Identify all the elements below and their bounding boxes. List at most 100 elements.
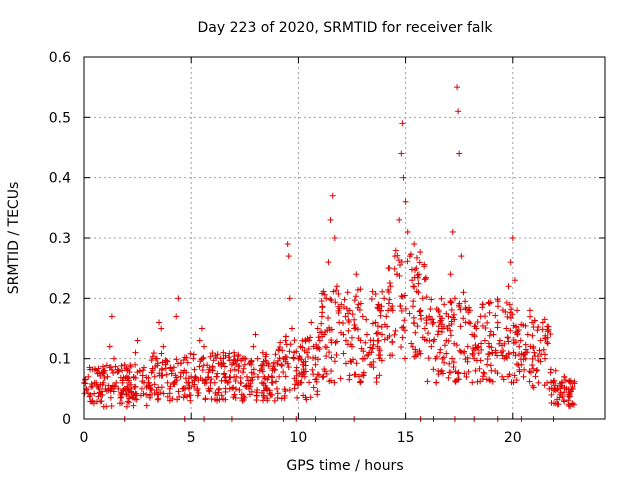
data-point: [163, 371, 170, 378]
data-point: [504, 334, 511, 341]
data-point: [419, 334, 426, 341]
data-point: [115, 385, 122, 392]
data-point: [534, 366, 541, 373]
data-point: [507, 259, 514, 266]
data-point: [509, 235, 516, 241]
x-tick-label: 15: [397, 430, 415, 446]
data-point: [291, 337, 298, 344]
data-point: [178, 360, 185, 367]
data-point: [438, 295, 445, 302]
data-point: [444, 325, 451, 332]
data-point: [504, 313, 511, 320]
data-point: [167, 364, 174, 371]
data-point: [430, 366, 437, 373]
data-point: [469, 379, 476, 386]
data-point: [498, 349, 505, 356]
data-point: [326, 327, 333, 334]
data-point: [158, 325, 165, 332]
data-point: [484, 361, 491, 368]
data-point: [333, 351, 340, 358]
data-point: [451, 295, 458, 302]
data-point: [454, 370, 461, 377]
data-point: [520, 373, 527, 380]
data-point: [462, 298, 469, 305]
data-point: [139, 372, 146, 379]
data-point: [328, 297, 335, 304]
data-point: [236, 386, 243, 393]
data-point: [373, 379, 380, 386]
data-point: [113, 379, 120, 386]
data-point: [280, 355, 287, 362]
data-point: [132, 349, 139, 356]
data-point: [303, 349, 310, 356]
data-point: [522, 322, 529, 329]
data-point: [134, 337, 141, 344]
data-point: [427, 306, 434, 313]
data-point: [204, 374, 211, 381]
data-point: [559, 379, 566, 386]
data-point: [455, 376, 462, 383]
data-point: [310, 384, 317, 391]
data-point: [259, 349, 266, 356]
data-point: [177, 373, 184, 380]
data-point: [394, 271, 401, 278]
data-point: [175, 295, 182, 302]
data-point: [123, 403, 130, 410]
data-point: [302, 362, 309, 369]
data-point: [404, 258, 411, 265]
data-point: [409, 343, 416, 350]
data-point: [563, 385, 570, 392]
data-point: [240, 365, 247, 372]
data-point: [149, 367, 156, 374]
data-point: [464, 343, 471, 350]
data-point: [532, 373, 539, 380]
data-point: [251, 370, 258, 377]
data-point: [136, 367, 143, 374]
data-point: [271, 367, 278, 374]
data-point: [323, 353, 330, 360]
data-point: [266, 387, 273, 394]
y-tick-label: 0: [62, 412, 71, 428]
data-point: [449, 355, 456, 362]
data-point: [571, 401, 578, 408]
data-point: [131, 384, 138, 391]
data-point: [294, 382, 301, 389]
data-point: [378, 303, 385, 310]
data-point: [507, 327, 514, 334]
data-point: [516, 366, 523, 373]
data-point: [212, 396, 219, 403]
data-point: [417, 312, 424, 319]
data-point: [118, 362, 125, 369]
data-point: [98, 391, 105, 398]
data-point: [527, 343, 534, 350]
data-point: [410, 283, 417, 290]
data-point: [469, 350, 476, 357]
data-point: [346, 307, 353, 314]
data-point: [160, 390, 167, 397]
data-point: [351, 325, 358, 332]
data-point: [226, 357, 233, 364]
data-point: [333, 338, 340, 345]
data-point: [540, 346, 547, 353]
data-point: [119, 379, 126, 386]
data-point: [263, 385, 270, 392]
data-point: [195, 390, 202, 397]
data-point: [200, 362, 207, 369]
data-point: [347, 358, 354, 365]
data-point: [295, 355, 302, 362]
data-point: [179, 385, 186, 392]
data-point: [440, 370, 447, 377]
data-point: [121, 361, 128, 368]
data-point: [374, 329, 381, 336]
data-point: [494, 303, 501, 310]
data-point: [124, 398, 131, 405]
data-point: [254, 373, 261, 380]
data-point: [183, 369, 190, 376]
data-point: [221, 370, 228, 377]
data-point: [101, 375, 108, 382]
data-point: [425, 355, 432, 362]
data-point: [449, 228, 456, 235]
data-point: [314, 391, 321, 398]
data-point: [342, 360, 349, 367]
data-point: [211, 379, 218, 386]
